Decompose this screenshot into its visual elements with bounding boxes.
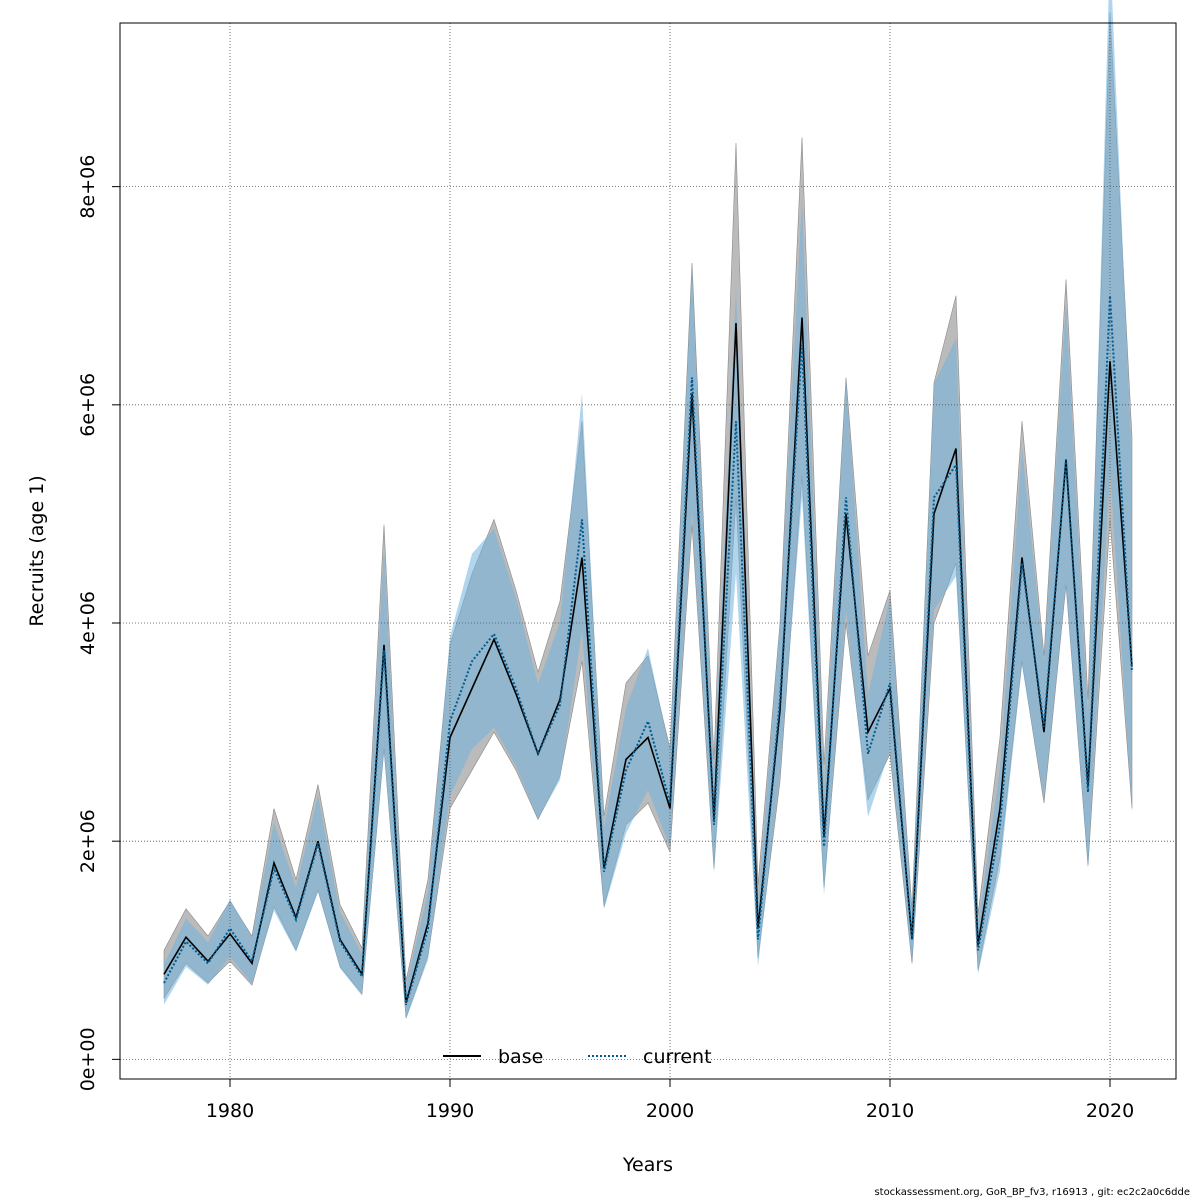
y-tick-label: 6e+06 [77,373,99,437]
footnote: stockassessment.org, GoR_BP_fv3, r16913 … [874,1187,1190,1198]
y-tick-label: 0e+00 [77,1027,99,1091]
y-tick-label: 4e+06 [77,591,99,655]
grid-lines [120,23,1176,1079]
x-tick-label: 1990 [426,1100,474,1122]
series-lines [163,295,1133,1006]
y-tick-label: 2e+06 [77,809,99,873]
x-axis: 1980 1990 2000 2010 2020 [206,1078,1134,1122]
y-axis: 0e+00 2e+06 4e+06 6e+06 8e+06 [77,155,121,1091]
confidence-bands [163,0,1133,1020]
legend-label-base: base [498,1046,543,1068]
x-tick-label: 1980 [206,1100,254,1122]
y-axis-title: Recruits (age 1) [26,475,48,626]
x-axis-title: Years [622,1154,673,1176]
x-tick-label: 2010 [866,1100,914,1122]
legend-label-current: current [643,1046,712,1068]
band-current [164,0,1132,1020]
x-tick-label: 2020 [1086,1100,1134,1122]
x-tick-label: 2000 [646,1100,694,1122]
y-tick-label: 8e+06 [77,155,99,219]
legend: base current [443,1046,712,1068]
